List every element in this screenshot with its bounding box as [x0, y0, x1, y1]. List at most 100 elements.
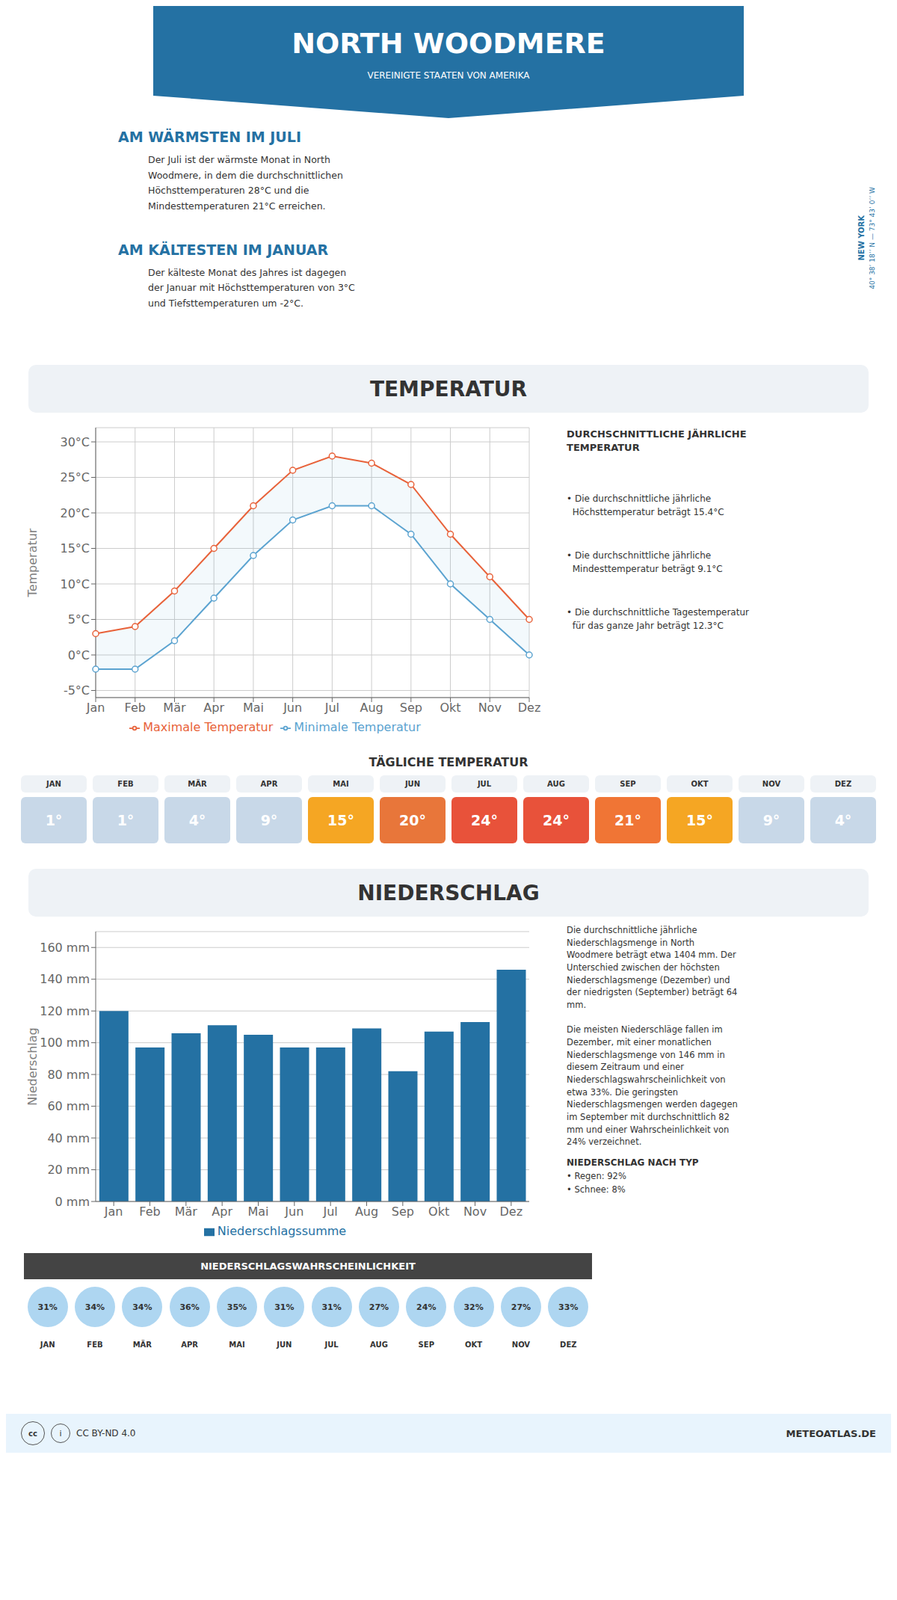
- svg-text:Sep: Sep: [399, 700, 423, 715]
- svg-text:Dez: Dez: [500, 1204, 524, 1219]
- html-text:• Die durchschnittliche jährli: • Die durchschnittliche jährliche Mindes…: [566, 550, 723, 575]
- svg-text:Jul: Jul: [322, 1204, 338, 1219]
- html-text:Minimale Temperatur: Minimale Temperatur: [293, 719, 421, 735]
- html-text:40° 38’ 18’’ N — 73° 43’ 0’’ W: 40° 38’ 18’’ N — 73° 43’ 0’’ W: [868, 186, 877, 289]
- svg-text:Nov: Nov: [463, 1204, 487, 1219]
- html-text:15°: 15°: [327, 811, 355, 829]
- html-text:NEW YORK: NEW YORK: [857, 215, 866, 261]
- html-text:27%: 27%: [511, 1301, 531, 1312]
- html-text:VEREINIGTE STAATEN VON AMERIKA: VEREINIGTE STAATEN VON AMERIKA: [367, 70, 530, 81]
- html-text:24%: 24%: [416, 1301, 437, 1312]
- svg-text:10°C: 10°C: [59, 577, 90, 592]
- svg-text:Feb: Feb: [124, 700, 146, 715]
- html-text:JUN: JUN: [405, 779, 421, 788]
- html-text:• Die durchschnittliche Tagest: • Die durchschnittliche Tagestemperatur …: [566, 607, 749, 632]
- html-text:• Regen: 92%: • Regen: 92%: [566, 1170, 627, 1182]
- html-text:TEMPERATUR: TEMPERATUR: [369, 376, 528, 402]
- html-text:cc: cc: [28, 1428, 38, 1438]
- html-text:33%: 33%: [558, 1301, 579, 1312]
- svg-text:25°C: 25°C: [59, 470, 90, 485]
- svg-text:0 mm: 0 mm: [55, 1194, 90, 1209]
- html-text:32%: 32%: [463, 1301, 484, 1312]
- html-text:9°: 9°: [260, 811, 278, 829]
- svg-text:0°C: 0°C: [68, 648, 90, 663]
- html-text:1°: 1°: [45, 811, 63, 829]
- html-text:CC BY-ND 4.0: CC BY-ND 4.0: [76, 1427, 136, 1439]
- svg-text:Jun: Jun: [284, 1204, 304, 1219]
- svg-text:60 mm: 60 mm: [47, 1098, 90, 1114]
- svg-text:160 mm: 160 mm: [39, 940, 90, 955]
- html-text:4°: 4°: [188, 811, 206, 829]
- svg-text:Mai: Mai: [247, 1204, 269, 1219]
- html-text:Die durchschnittliche jährlich: Die durchschnittliche jährliche Niedersc…: [566, 924, 738, 1147]
- svg-text:Mai: Mai: [242, 700, 264, 715]
- html-text:MÄR: MÄR: [187, 779, 207, 788]
- svg-text:Dez: Dez: [518, 700, 542, 715]
- html-text:TÄGLICHE TEMPERATUR: TÄGLICHE TEMPERATUR: [368, 754, 529, 770]
- svg-text:Aug: Aug: [359, 700, 383, 715]
- html-text:NIEDERSCHLAG NACH TYP: NIEDERSCHLAG NACH TYP: [566, 1157, 699, 1168]
- svg-text:Mär: Mär: [174, 1204, 199, 1219]
- svg-text:80 mm: 80 mm: [47, 1067, 90, 1082]
- svg-text:Mär: Mär: [162, 700, 187, 715]
- svg-text:Nov: Nov: [478, 700, 502, 715]
- html-text:35%: 35%: [227, 1301, 247, 1312]
- svg-text:Jan: Jan: [85, 700, 106, 715]
- html-text:JAN: JAN: [46, 779, 62, 788]
- html-text:MAI: MAI: [332, 779, 349, 788]
- svg-text:5°C: 5°C: [68, 612, 90, 627]
- html-text:15°: 15°: [686, 811, 714, 829]
- html-text:24°: 24°: [542, 811, 570, 829]
- svg-text:Temperatur: Temperatur: [25, 527, 40, 598]
- svg-text:40 mm: 40 mm: [47, 1130, 90, 1146]
- svg-text:Niederschlag: Niederschlag: [25, 1027, 40, 1106]
- html-text:36%: 36%: [179, 1301, 200, 1312]
- svg-text:Sep: Sep: [391, 1204, 415, 1219]
- html-text:• Die durchschnittliche jährli: • Die durchschnittliche jährliche Höchst…: [566, 493, 725, 518]
- html-text:20°: 20°: [399, 811, 427, 829]
- html-text:NIEDERSCHLAG: NIEDERSCHLAG: [357, 880, 540, 905]
- html-text:FEB: FEB: [117, 779, 134, 788]
- svg-text:Aug: Aug: [355, 1204, 379, 1219]
- html-text:9°: 9°: [762, 811, 780, 829]
- svg-text:-5°C: -5°C: [63, 683, 90, 698]
- html-text:31%: 31%: [37, 1301, 58, 1312]
- svg-text:30°C: 30°C: [59, 435, 90, 450]
- html-text:NIEDERSCHLAGSWAHRSCHEINLICHKEI: NIEDERSCHLAGSWAHRSCHEINLICHKEIT: [200, 1260, 416, 1272]
- html-text:Der Juli ist der wärmste Monat: Der Juli ist der wärmste Monat in North …: [148, 153, 343, 212]
- svg-text:Okt: Okt: [439, 700, 461, 715]
- svg-text:20 mm: 20 mm: [47, 1162, 90, 1177]
- svg-text:120 mm: 120 mm: [39, 1003, 90, 1019]
- html-text:AM KÄLTESTEN IM JANUAR: AM KÄLTESTEN IM JANUAR: [118, 241, 329, 258]
- html-text:AM WÄRMSTEN IM JULI: AM WÄRMSTEN IM JULI: [118, 128, 302, 146]
- svg-text:140 mm: 140 mm: [39, 971, 90, 986]
- html-text:4°: 4°: [834, 811, 852, 829]
- html-text:27%: 27%: [369, 1301, 389, 1312]
- html-text:Maximale Temperatur: Maximale Temperatur: [142, 719, 274, 735]
- svg-text:100 mm: 100 mm: [39, 1035, 90, 1050]
- html-text:Der kälteste Monat des Jahres: Der kälteste Monat des Jahres ist dagege…: [148, 266, 355, 309]
- html-text:METEOATLAS.DE: METEOATLAS.DE: [785, 1427, 877, 1439]
- svg-text:Apr: Apr: [211, 1204, 233, 1219]
- html-text:APR: APR: [260, 779, 278, 788]
- html-text:34%: 34%: [132, 1301, 153, 1312]
- html-text:DURCHSCHNITTLICHE JÄHRLICHE TE: DURCHSCHNITTLICHE JÄHRLICHE TEMPERATUR: [566, 428, 747, 454]
- html-text:1°: 1°: [117, 811, 135, 829]
- svg-text:Okt: Okt: [428, 1204, 450, 1219]
- html-text:34%: 34%: [85, 1301, 105, 1312]
- svg-text:Apr: Apr: [203, 700, 225, 715]
- html-text:24°: 24°: [470, 811, 498, 829]
- svg-text:20°C: 20°C: [59, 506, 90, 521]
- svg-text:Jul: Jul: [324, 700, 340, 715]
- html-text:NORTH WOODMERE: NORTH WOODMERE: [291, 26, 606, 60]
- html-text:21°: 21°: [614, 811, 642, 829]
- html-text:31%: 31%: [274, 1301, 295, 1312]
- svg-text:Feb: Feb: [139, 1204, 160, 1219]
- html-text:• Schnee: 8%: • Schnee: 8%: [566, 1184, 626, 1195]
- svg-text:Jun: Jun: [282, 700, 302, 715]
- svg-text:15°C: 15°C: [59, 541, 90, 556]
- html-text:JUL: JUL: [477, 779, 492, 788]
- svg-text:Jan: Jan: [103, 1204, 124, 1219]
- html-text:Niederschlagssumme: Niederschlagssumme: [217, 1223, 347, 1238]
- html-text:31%: 31%: [321, 1301, 342, 1312]
